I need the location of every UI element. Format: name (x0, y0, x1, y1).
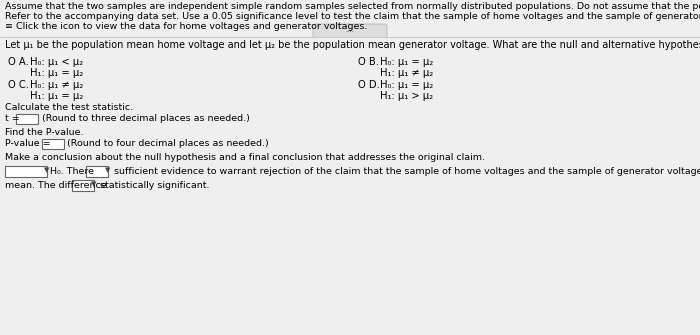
Text: sufficient evidence to warrant rejection of the claim that the sample of home vo: sufficient evidence to warrant rejection… (111, 167, 700, 176)
FancyBboxPatch shape (0, 37, 700, 335)
Text: (Round to four decimal places as needed.): (Round to four decimal places as needed.… (67, 139, 269, 148)
FancyBboxPatch shape (0, 0, 700, 60)
Text: H₀. There: H₀. There (50, 167, 94, 176)
Text: O D.: O D. (358, 80, 380, 90)
Text: H₀: μ₁ = μ₂: H₀: μ₁ = μ₂ (380, 80, 433, 90)
Text: H₁: μ₁ = μ₂: H₁: μ₁ = μ₂ (30, 68, 83, 78)
Text: O B.: O B. (358, 57, 379, 67)
Text: H₀: μ₁ < μ₂: H₀: μ₁ < μ₂ (30, 57, 83, 67)
FancyBboxPatch shape (5, 166, 47, 177)
FancyBboxPatch shape (313, 24, 387, 38)
Text: Calculate the test statistic.: Calculate the test statistic. (5, 103, 133, 112)
Text: ▼: ▼ (44, 167, 50, 173)
Text: O C.: O C. (8, 80, 29, 90)
Text: ▼: ▼ (105, 167, 111, 173)
FancyBboxPatch shape (72, 180, 94, 191)
Text: (Round to three decimal places as needed.): (Round to three decimal places as needed… (42, 114, 250, 123)
Text: Refer to the accompanying data set. Use a 0.05 significance level to test the cl: Refer to the accompanying data set. Use … (5, 12, 700, 21)
FancyBboxPatch shape (86, 166, 108, 177)
Text: Find the P-value.: Find the P-value. (5, 128, 83, 137)
Text: H₀: μ₁ = μ₂: H₀: μ₁ = μ₂ (380, 57, 433, 67)
Text: Make a conclusion about the null hypothesis and a final conclusion that addresse: Make a conclusion about the null hypothe… (5, 153, 485, 162)
Text: H₁: μ₁ = μ₂: H₁: μ₁ = μ₂ (30, 91, 83, 101)
Text: ....: .... (346, 27, 354, 33)
Text: O A.: O A. (8, 57, 29, 67)
Text: ≡ Click the icon to view the data for home voltages and generator voltages.: ≡ Click the icon to view the data for ho… (5, 22, 368, 31)
FancyBboxPatch shape (16, 114, 38, 124)
Text: H₁: μ₁ > μ₂: H₁: μ₁ > μ₂ (380, 91, 433, 101)
Text: H₁: μ₁ ≠ μ₂: H₁: μ₁ ≠ μ₂ (380, 68, 433, 78)
Text: Let μ₁ be the population mean home voltage and let μ₂ be the population mean gen: Let μ₁ be the population mean home volta… (5, 40, 700, 50)
Text: t =: t = (5, 114, 20, 123)
Text: P-value =: P-value = (5, 139, 50, 148)
Text: mean. The difference: mean. The difference (5, 181, 106, 190)
Text: statistically significant.: statistically significant. (97, 181, 209, 190)
FancyBboxPatch shape (42, 139, 64, 149)
Text: Assume that the two samples are independent simple random samples selected from : Assume that the two samples are independ… (5, 2, 700, 11)
Text: H₀: μ₁ ≠ μ₂: H₀: μ₁ ≠ μ₂ (30, 80, 83, 90)
Text: ▼: ▼ (91, 181, 97, 187)
